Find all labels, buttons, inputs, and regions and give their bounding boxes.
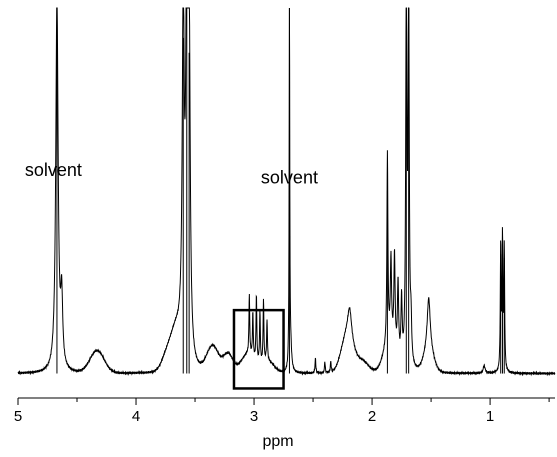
x-axis: 5 4 3 2 1 [14,397,555,425]
x-tick-label: 5 [14,408,22,425]
spectrum-line [17,7,556,377]
x-tick-label: 2 [368,408,376,425]
annotations: solvent solvent [25,160,318,187]
x-tick-label: 3 [250,408,258,425]
solvent-annotation: solvent [25,160,82,180]
x-axis-label: ppm [262,433,293,450]
highlight-box [232,308,285,390]
x-tick-label: 1 [486,408,494,425]
x-tick-label: 4 [132,408,140,425]
solvent-annotation: solvent [261,167,318,187]
plot-area [17,7,556,390]
